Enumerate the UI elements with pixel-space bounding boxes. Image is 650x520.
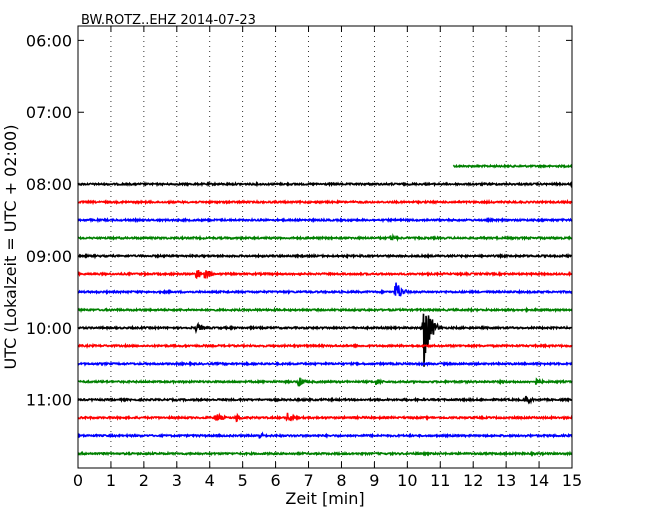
trace-1045 bbox=[78, 377, 573, 387]
x-axis-label: Zeit [min] bbox=[285, 489, 364, 508]
x-tick-label: 4 bbox=[205, 471, 215, 490]
x-tick-label: 13 bbox=[496, 471, 516, 490]
x-tick-label: 9 bbox=[369, 471, 379, 490]
y-tick-label: 11:00 bbox=[26, 391, 72, 410]
trace-0830 bbox=[77, 216, 573, 224]
trace-1030 bbox=[77, 360, 573, 368]
trace-0945 bbox=[77, 306, 573, 314]
trace-0900 bbox=[77, 252, 573, 260]
x-tick-label: 3 bbox=[172, 471, 182, 490]
y-tick-label: 10:00 bbox=[26, 319, 72, 338]
trace-0915 bbox=[77, 269, 573, 280]
trace-0845 bbox=[77, 233, 573, 242]
trace-0745 bbox=[452, 163, 573, 170]
x-tick-label: 1 bbox=[106, 471, 116, 490]
x-tick-label: 12 bbox=[463, 471, 483, 490]
x-tick-label: 7 bbox=[303, 471, 313, 490]
trace-1000 bbox=[77, 313, 573, 367]
trace-0800 bbox=[77, 180, 573, 189]
trace-series bbox=[77, 163, 573, 457]
x-tick-label: 5 bbox=[238, 471, 248, 490]
x-tick-label: 2 bbox=[139, 471, 149, 490]
trace-0815 bbox=[77, 198, 573, 206]
y-axis-ticks: 06:00 07:00 08:00 09:00 10:00 11:00 bbox=[26, 31, 572, 410]
trace-1145 bbox=[77, 450, 573, 457]
y-tick-label: 08:00 bbox=[26, 175, 72, 194]
x-tick-label: 10 bbox=[397, 471, 417, 490]
trace-1015 bbox=[77, 342, 573, 349]
x-tick-label: 8 bbox=[336, 471, 346, 490]
x-tick-label: 6 bbox=[271, 471, 281, 490]
x-tick-label: 11 bbox=[430, 471, 450, 490]
y-axis-label: UTC (Lokalzeit = UTC + 02:00) bbox=[1, 125, 20, 370]
trace-1100 bbox=[77, 395, 573, 405]
trace-0930 bbox=[77, 282, 573, 297]
grid-lines bbox=[110, 26, 540, 468]
x-axis-ticks: 0 1 2 3 4 5 6 7 8 9 10 11 12 13 14 15 bbox=[73, 26, 582, 490]
chart-title: BW.ROTZ..EHZ 2014-07-23 bbox=[81, 13, 256, 28]
x-tick-label: 15 bbox=[562, 471, 582, 490]
x-tick-label: 14 bbox=[529, 471, 549, 490]
plot-frame bbox=[77, 25, 573, 469]
trace-1115 bbox=[77, 412, 573, 423]
y-tick-label: 09:00 bbox=[26, 247, 72, 266]
y-tick-label: 07:00 bbox=[26, 103, 72, 122]
y-tick-label: 06:00 bbox=[26, 31, 72, 50]
x-tick-label: 0 bbox=[73, 471, 83, 490]
trace-1130 bbox=[77, 431, 573, 439]
